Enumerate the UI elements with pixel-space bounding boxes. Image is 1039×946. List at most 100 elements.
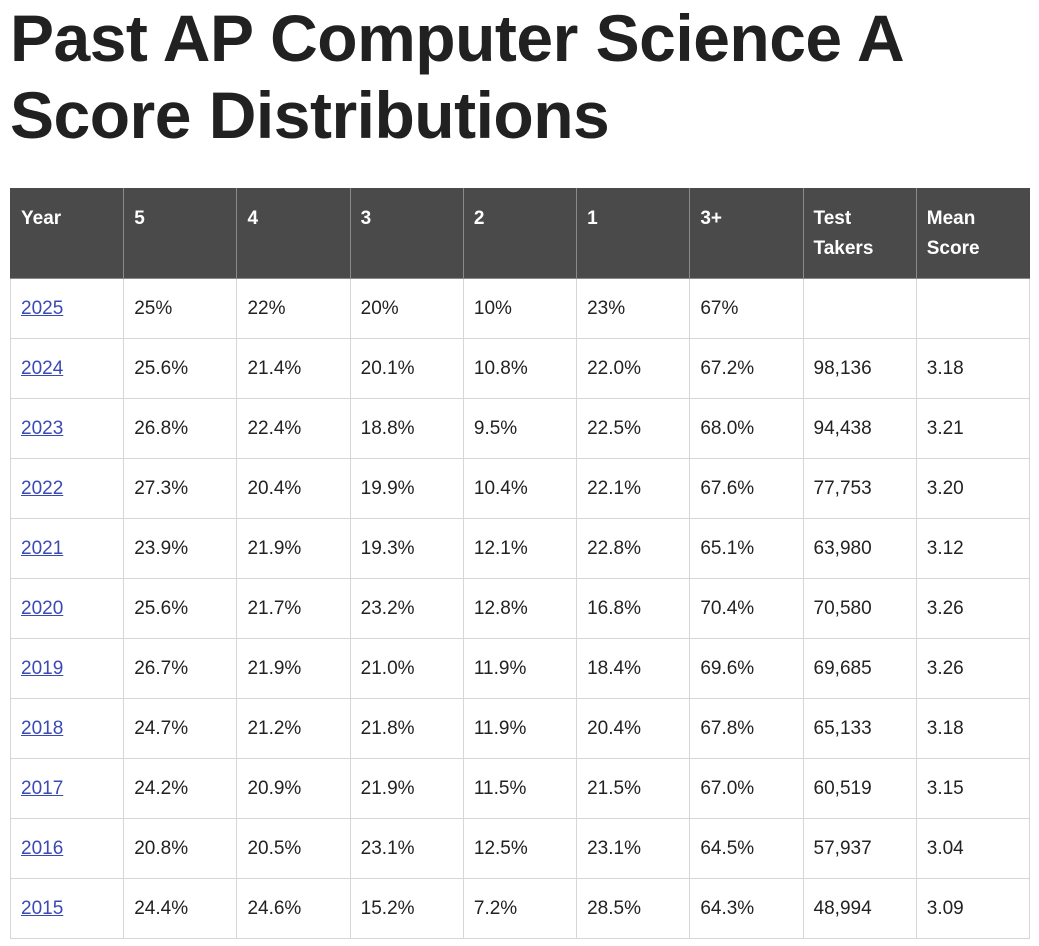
cell-mean-score (915, 278, 1031, 339)
cell-score-2: 10.4% (462, 458, 578, 519)
year-link[interactable]: 2019 (21, 657, 64, 679)
cell-score-1: 20.4% (576, 698, 691, 759)
table-row: 2023 26.8% 22.4% 18.8% 9.5% 22.5% 68.0% 94,438 3… (9, 398, 1031, 459)
cell-score-2: 10.8% (462, 338, 578, 399)
cell-score-1: 21.5% (576, 758, 691, 819)
cell-score-2: 12.8% (462, 578, 578, 639)
cell-score-4: 22.4% (236, 398, 351, 459)
table-row: 2021 23.9% 21.9% 19.3% 12.1% 22.8% 65.1% 63,980… (9, 518, 1031, 579)
cell-score-1: 22.0% (576, 338, 691, 399)
cell-score-2: 11.9% (462, 638, 578, 699)
cell-score-4: 20.9% (236, 758, 351, 819)
year-link[interactable]: 2018 (21, 717, 64, 739)
score-distribution-table: Year 5 4 3 2 1 3+ Test Takers Mean Score… (9, 188, 1031, 939)
cell-test-takers: 69,685 (802, 638, 917, 699)
year-link[interactable]: 2020 (21, 597, 64, 619)
cell-score-4: 22% (236, 278, 351, 339)
cell-score-2: 11.9% (462, 698, 578, 759)
cell-score-2: 12.5% (462, 818, 578, 879)
cell-mean-score: 3.09 (915, 878, 1031, 939)
cell-mean-score: 3.20 (915, 458, 1031, 519)
cell-score-5: 20.8% (123, 818, 238, 879)
cell-score-2: 11.5% (462, 758, 578, 819)
table-body: 2025 25% 22% 20% 10% 23% 67% 2024 25.6% 21.4% 20.1… (9, 278, 1031, 939)
cell-pass-rate: 69.6% (689, 638, 804, 699)
cell-score-5: 24.2% (123, 758, 238, 819)
cell-mean-score: 3.21 (915, 398, 1031, 459)
cell-score-3: 20.1% (349, 338, 464, 399)
cell-score-3: 19.3% (349, 518, 464, 579)
cell-score-1: 22.1% (576, 458, 691, 519)
cell-year: 2017 (9, 758, 125, 819)
cell-score-5: 25% (123, 278, 238, 339)
cell-mean-score: 3.15 (915, 758, 1031, 819)
cell-test-takers: 60,519 (802, 758, 917, 819)
cell-score-3: 20% (349, 278, 464, 339)
cell-score-4: 21.2% (236, 698, 351, 759)
cell-pass-rate: 64.3% (689, 878, 804, 939)
table-row: 2016 20.8% 20.5% 23.1% 12.5% 23.1% 64.5% 57,937… (9, 818, 1031, 879)
cell-pass-rate: 67.2% (689, 338, 804, 399)
cell-pass-rate: 67.6% (689, 458, 804, 519)
cell-pass-rate: 64.5% (689, 818, 804, 879)
cell-mean-score: 3.26 (915, 638, 1031, 699)
table-row: 2017 24.2% 20.9% 21.9% 11.5% 21.5% 67.0% 60,519… (9, 758, 1031, 819)
cell-score-5: 26.8% (123, 398, 238, 459)
cell-score-3: 21.0% (349, 638, 464, 699)
header-row: Year 5 4 3 2 1 3+ Test Takers Mean Score (9, 188, 1031, 279)
cell-score-2: 9.5% (462, 398, 578, 459)
cell-test-takers (802, 278, 917, 339)
col-header-pass-rate: 3+ (689, 188, 804, 279)
cell-score-2: 10% (462, 278, 578, 339)
cell-score-4: 21.7% (236, 578, 351, 639)
year-link[interactable]: 2022 (21, 477, 64, 499)
cell-score-3: 23.1% (349, 818, 464, 879)
cell-test-takers: 48,994 (802, 878, 917, 939)
cell-score-5: 24.7% (123, 698, 238, 759)
col-header-mean-score: Mean Score (915, 188, 1031, 279)
year-link[interactable]: 2021 (21, 537, 64, 559)
cell-score-3: 18.8% (349, 398, 464, 459)
cell-score-2: 12.1% (462, 518, 578, 579)
cell-score-5: 27.3% (123, 458, 238, 519)
cell-score-2: 7.2% (462, 878, 578, 939)
cell-mean-score: 3.12 (915, 518, 1031, 579)
cell-test-takers: 98,136 (802, 338, 917, 399)
year-link[interactable]: 2023 (21, 417, 64, 439)
cell-score-1: 16.8% (576, 578, 691, 639)
table-row: 2022 27.3% 20.4% 19.9% 10.4% 22.1% 67.6% 77,753… (9, 458, 1031, 519)
cell-score-4: 24.6% (236, 878, 351, 939)
col-header-score-3: 3 (349, 188, 464, 279)
table-row: 2015 24.4% 24.6% 15.2% 7.2% 28.5% 64.3% 48,994 3… (9, 878, 1031, 939)
year-link[interactable]: 2017 (21, 777, 64, 799)
col-header-year: Year (9, 188, 125, 279)
col-header-score-2: 2 (462, 188, 578, 279)
year-link[interactable]: 2025 (21, 297, 64, 319)
cell-score-4: 20.4% (236, 458, 351, 519)
cell-pass-rate: 67.0% (689, 758, 804, 819)
cell-pass-rate: 68.0% (689, 398, 804, 459)
year-link[interactable]: 2024 (21, 357, 64, 379)
cell-test-takers: 77,753 (802, 458, 917, 519)
cell-score-4: 21.4% (236, 338, 351, 399)
cell-mean-score: 3.18 (915, 698, 1031, 759)
cell-pass-rate: 67.8% (689, 698, 804, 759)
col-header-score-1: 1 (576, 188, 691, 279)
col-header-score-5: 5 (123, 188, 238, 279)
cell-year: 2020 (9, 578, 125, 639)
year-link[interactable]: 2015 (21, 897, 64, 919)
cell-pass-rate: 67% (689, 278, 804, 339)
cell-test-takers: 57,937 (802, 818, 917, 879)
cell-year: 2016 (9, 818, 125, 879)
cell-year: 2018 (9, 698, 125, 759)
cell-score-5: 26.7% (123, 638, 238, 699)
cell-year: 2024 (9, 338, 125, 399)
cell-pass-rate: 65.1% (689, 518, 804, 579)
table-row: 2025 25% 22% 20% 10% 23% 67% (9, 278, 1031, 339)
cell-year: 2023 (9, 398, 125, 459)
cell-score-4: 20.5% (236, 818, 351, 879)
cell-score-1: 22.5% (576, 398, 691, 459)
year-link[interactable]: 2016 (21, 837, 64, 859)
cell-score-3: 23.2% (349, 578, 464, 639)
cell-score-5: 24.4% (123, 878, 238, 939)
